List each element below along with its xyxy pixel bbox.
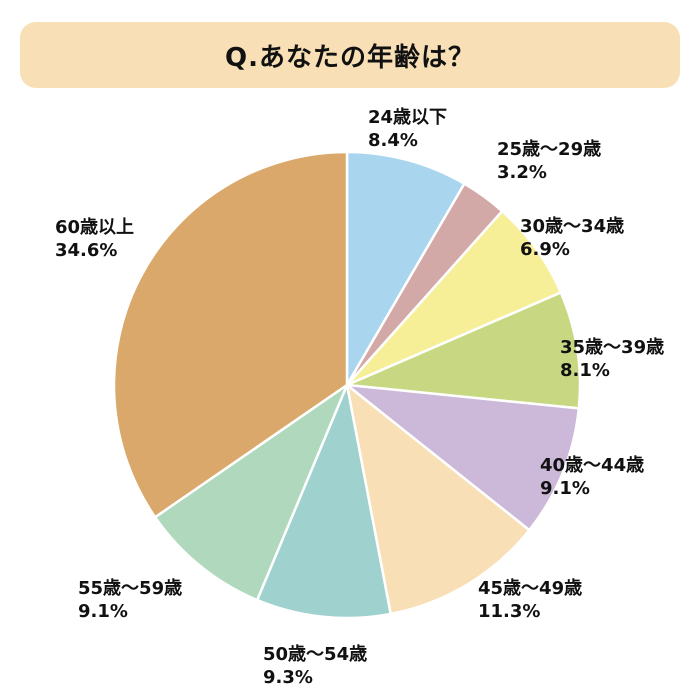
slice-category-label: 50歳～54歳 [263,644,368,665]
slice-percent-label: 8.1% [560,360,610,381]
pie-slice-4 [345,291,582,410]
slice-label-7: 50歳～54歳 9.3% [263,643,367,689]
slice-label-6: 45歳～49歳 11.3% [478,577,582,623]
chart-title: Q.あなたの年齢は？ [225,42,475,73]
pie-slice-5 [345,383,581,532]
slice-label-2: 25歳～29歳 3.2% [497,138,601,184]
pie-slice-6 [345,383,531,616]
slice-label-5: 40歳～44歳 9.1% [540,454,644,500]
slice-label-3: 30歳～34歳 6.9% [520,215,624,261]
title-banner: Q.あなたの年齢は？ [20,22,680,88]
slice-category-label: 25歳～29歳 [497,139,602,160]
slice-category-label: 40歳～44歳 [540,455,645,476]
slice-category-label: 60歳以上 [55,217,135,238]
slice-percent-label: 34.6% [55,240,118,261]
pie-slice-9 [112,150,349,519]
slice-category-label: 55歳～59歳 [78,578,183,599]
pie-slice-7 [255,383,392,620]
slice-label-1: 24歳以下 8.4% [368,106,447,152]
pie-slice-8 [153,383,349,602]
slice-percent-label: 9.1% [78,601,128,622]
slice-category-label: 30歳～34歳 [520,216,625,237]
slice-category-label: 24歳以下 [368,107,448,128]
slice-percent-label: 11.3% [478,601,541,622]
slice-label-4: 35歳～39歳 8.1% [560,336,664,382]
slice-label-8: 55歳～59歳 9.1% [78,577,182,623]
pie-slice-1 [345,150,466,387]
slice-category-label: 35歳～39歳 [560,337,665,358]
slice-percent-label: 3.2% [497,162,547,183]
slice-percent-label: 6.9% [520,239,570,260]
slice-percent-label: 8.4% [368,130,418,151]
slice-percent-label: 9.1% [540,478,590,499]
slice-category-label: 45歳～49歳 [478,578,583,599]
slice-label-9: 60歳以上 34.6% [55,216,134,262]
slice-percent-label: 9.3% [263,667,313,688]
